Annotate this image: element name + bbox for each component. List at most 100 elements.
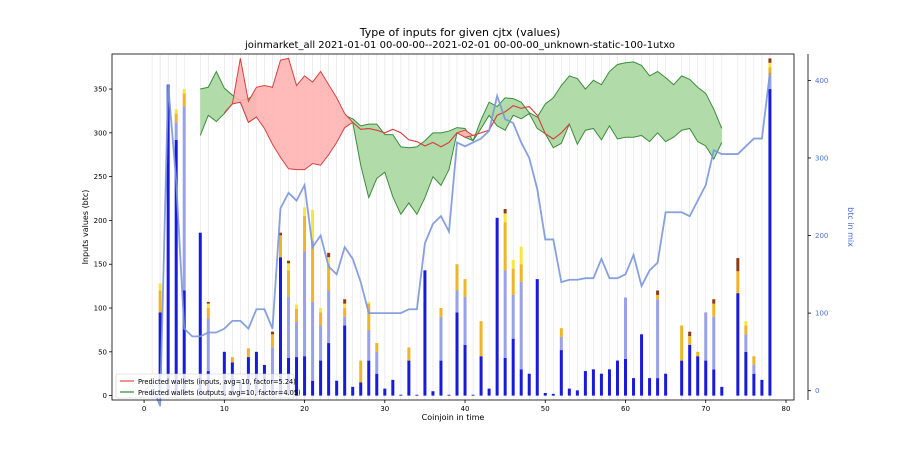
bar-main-segment <box>319 360 323 396</box>
bar-main-segment <box>367 360 371 396</box>
bar-gold-segment <box>278 235 282 258</box>
bar-gold-segment <box>768 67 772 76</box>
legend-outputs-label: Predicted wallets (outputs, avg=10, fact… <box>138 389 301 397</box>
bar-gold-segment <box>559 328 563 337</box>
bar-gold-segment <box>407 347 411 361</box>
bar-main-segment <box>527 373 531 396</box>
bar-main-segment <box>567 388 571 396</box>
x-tick-label: 0 <box>142 405 146 413</box>
bar-brown-segment <box>688 331 692 337</box>
bar-gold-segment <box>688 336 692 345</box>
btc-in-mix-line <box>143 72 771 407</box>
bar-brown-segment <box>768 58 772 63</box>
right-tick-label: 400 <box>815 77 828 85</box>
right-tick-label: 200 <box>815 232 828 240</box>
bar-main-segment <box>295 357 299 396</box>
bar-light-segment <box>752 364 756 374</box>
bar-main-segment <box>720 386 724 396</box>
legend-box <box>115 373 295 399</box>
bar-gold-segment <box>656 294 660 300</box>
bar-yellow-segment <box>303 207 307 217</box>
bar-main-segment <box>359 382 363 396</box>
bar-gold-segment <box>206 308 210 319</box>
bar-main-segment <box>511 338 515 396</box>
bar-main-segment <box>664 373 668 396</box>
bar-yellow-segment <box>295 304 299 309</box>
bar-gold-segment <box>752 356 756 365</box>
bar-brown-segment <box>656 290 660 295</box>
bar-main-segment <box>648 378 652 396</box>
bar-brown-segment <box>503 209 507 214</box>
bar-yellow-segment <box>343 303 347 309</box>
y-tick-label: 350 <box>94 86 107 94</box>
bar-light-segment <box>206 318 210 372</box>
bar-light-segment <box>503 270 507 358</box>
bar-yellow-segment <box>327 257 331 265</box>
bar-brown-segment <box>712 299 716 304</box>
bar-gold-segment <box>479 321 483 357</box>
bar-main-segment <box>407 360 411 396</box>
y-tick-label: 100 <box>94 305 107 313</box>
x-tick-label: 80 <box>782 405 791 413</box>
bar-gold-segment <box>455 264 459 291</box>
bar-yellow-segment <box>768 62 772 68</box>
bar-main-segment <box>632 378 636 396</box>
plot-frame <box>111 53 795 401</box>
bar-brown-segment <box>270 331 274 335</box>
bar-gold-segment <box>343 308 347 317</box>
bar-main-segment <box>278 257 282 396</box>
bar-main-segment <box>744 351 748 396</box>
bar-gold-segment <box>270 334 274 348</box>
bar-brown-segment <box>287 260 291 264</box>
bar-gold-segment <box>311 240 315 302</box>
bar-light-segment <box>182 106 186 291</box>
bar-light-segment <box>327 290 331 344</box>
x-tick-label: 50 <box>541 405 550 413</box>
bar-brown-segment <box>343 299 347 304</box>
bar-gold-segment <box>182 93 186 107</box>
bar-main-segment <box>551 393 555 396</box>
bar-main-segment <box>624 358 628 396</box>
bar-main-segment <box>439 360 443 396</box>
bar-brown-segment <box>327 252 331 258</box>
bar-yellow-segment <box>174 109 178 114</box>
bar-gold-segment <box>463 279 467 297</box>
bar-main-segment <box>158 312 162 396</box>
bar-main-segment <box>599 373 603 396</box>
bar-main-segment <box>736 293 740 396</box>
bar-light-segment <box>768 75 772 90</box>
bar-main-segment <box>335 380 339 396</box>
bar-gold-segment <box>230 357 234 363</box>
bar-yellow-segment <box>206 303 210 309</box>
bar-gold-segment <box>359 360 363 383</box>
bar-light-segment <box>295 322 299 358</box>
bar-gold-segment <box>319 312 323 326</box>
bar-main-segment <box>656 378 660 396</box>
bar-main-segment <box>327 343 331 396</box>
bar-main-segment <box>535 279 539 396</box>
bar-yellow-segment <box>287 263 291 271</box>
x-axis-label: Coinjoin in time <box>422 413 485 422</box>
bar-yellow-segment <box>744 321 748 326</box>
bar-main-segment <box>351 386 355 396</box>
bar-brown-segment <box>278 232 282 236</box>
bar-light-segment <box>270 347 274 374</box>
bar-light-segment <box>511 294 515 339</box>
bar-main-segment <box>503 357 507 396</box>
bar-yellow-segment <box>182 89 186 94</box>
chart-subtitle: joinmarket_all 2021-01-01 00-00-00--2021… <box>244 40 675 51</box>
area-layer <box>199 57 723 216</box>
bar-light-segment <box>439 316 443 361</box>
bar-main-segment <box>559 350 563 396</box>
y-tick-label: 300 <box>94 129 107 137</box>
bar-main-segment <box>768 89 772 396</box>
bar-main-segment <box>575 390 579 396</box>
bar-main-segment <box>760 379 764 396</box>
bar-gold-segment <box>511 268 515 295</box>
bar-main-segment <box>487 388 491 396</box>
bar-main-segment <box>198 232 202 396</box>
x-tick-label: 10 <box>220 405 229 413</box>
bar-layer <box>150 58 772 396</box>
chart-title: Type of inputs for given cjtx (values) <box>359 26 561 39</box>
